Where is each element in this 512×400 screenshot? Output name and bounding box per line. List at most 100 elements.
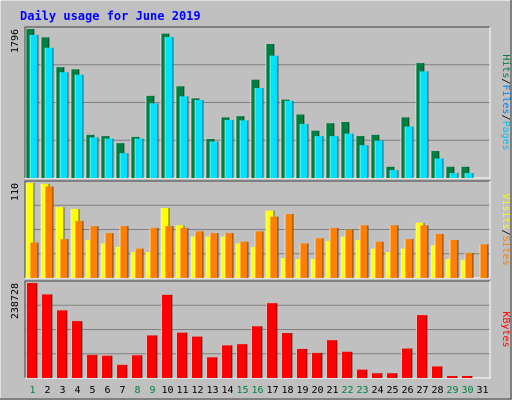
sites-bar [419,225,429,278]
legend-entry: Pages [500,121,511,151]
kbytes-bar [326,340,338,378]
kbytes-bar-fill [116,364,127,378]
sites-bar-fill [390,225,398,278]
kbytes-bar [341,351,353,378]
x-tick-label: 30 [461,385,473,396]
kbytes-bar-fill [281,333,292,378]
legend-entry: Files [500,84,511,114]
kbytes-bar-fill [146,335,157,378]
files-bar-fill [420,71,428,178]
chart-title: Daily usage for June 2019 [20,9,201,23]
x-tick-label: 16 [251,385,263,396]
sites-bar [299,243,309,278]
x-tick-label: 17 [266,385,278,396]
plot-border-dark [24,280,490,378]
sites-bar-fill [480,244,488,278]
sites-bar-fill [150,227,158,278]
sites-bar-fill [435,233,443,278]
kbytes-bar-fill [356,369,367,378]
kbytes-bar [251,326,263,378]
x-tick-label: 29 [446,385,458,396]
x-tick-label: 12 [191,385,203,396]
files-bar-fill [330,136,338,178]
files-bar [359,145,369,178]
sites-bar [404,239,414,278]
kbytes-bar-fill [41,294,52,378]
hits-bar-fill [446,166,454,178]
sites-bar-fill [165,226,173,278]
kbytes-bar-fill [191,336,202,378]
files-bar [59,72,69,178]
sites-bar [329,227,339,278]
sites-bar [29,242,39,278]
files-bar-fill [105,138,113,178]
x-tick-label: 1 [29,385,35,396]
sites-bar [209,233,219,278]
sites-bar-fill [330,227,338,278]
sites-bar [134,248,144,278]
kbytes-bar-fill [461,376,472,378]
sites-bar [464,252,474,278]
x-tick-label: 5 [89,385,95,396]
sites-bar-fill [420,225,428,278]
sites-bar [449,240,459,278]
kbytes-bar-fill [386,373,397,378]
sites-bar [389,225,399,278]
files-bar-fill [120,153,128,178]
x-tick-label: 18 [281,385,293,396]
kbytes-bar-fill [236,344,247,378]
x-tick-label: 19 [296,385,308,396]
files-bar-fill [90,137,98,178]
x-tick-label: 23 [356,385,368,396]
files-bar-fill [375,140,383,178]
files-bar [224,119,234,178]
kbytes-bar [236,344,248,378]
kbytes-bar-fill [26,283,37,378]
sites-bar-fill [345,229,353,278]
sites-bar-fill [375,241,383,278]
legend-entry: KBytes [500,311,511,347]
kbytes-bar-fill [296,348,307,378]
files-bar [254,87,264,178]
files-bar [89,137,99,178]
files-bar-fill [75,74,83,178]
files-bar-fill [345,133,353,178]
x-tick-label: 13 [206,385,218,396]
kbytes-bar [371,373,383,378]
files-bar [404,126,414,178]
files-bar-fill [255,87,263,178]
x-tick-label: 8 [134,385,140,396]
files-bar [44,47,54,178]
kbytes-bar-fill [416,315,427,378]
x-tick-label: 7 [119,385,125,396]
x-tick-label: 31 [476,385,488,396]
x-tick-label: 24 [371,385,383,396]
sites-bar [104,233,114,278]
kbytes-bar-fill [266,303,277,378]
kbytes-bar [311,352,323,378]
sites-bar-fill [225,233,233,278]
sites-bar [239,241,249,278]
x-tick-label: 11 [176,385,188,396]
files-bar-fill [240,120,248,178]
sites-bar-fill [45,186,53,278]
kbytes-bar-fill [86,354,97,378]
kbytes-bar-fill [311,352,322,378]
y-max-label: 238728 [10,283,21,319]
kbytes-bar [221,345,233,378]
kbytes-bar [101,355,113,378]
files-bar [164,36,174,178]
sites-bar-fill [300,243,308,278]
sites-bar-fill [105,233,113,278]
kbytes-bar [146,335,158,378]
files-bar [239,120,249,178]
sites-bar-fill [60,239,68,278]
sites-bar [269,216,279,278]
files-bar-fill [180,96,188,178]
files-bar-fill [195,100,203,178]
kbytes-bar-fill [176,332,187,378]
x-tick-label: 28 [431,385,443,396]
x-tick-label: 21 [326,385,338,396]
kbytes-bar [281,333,293,378]
